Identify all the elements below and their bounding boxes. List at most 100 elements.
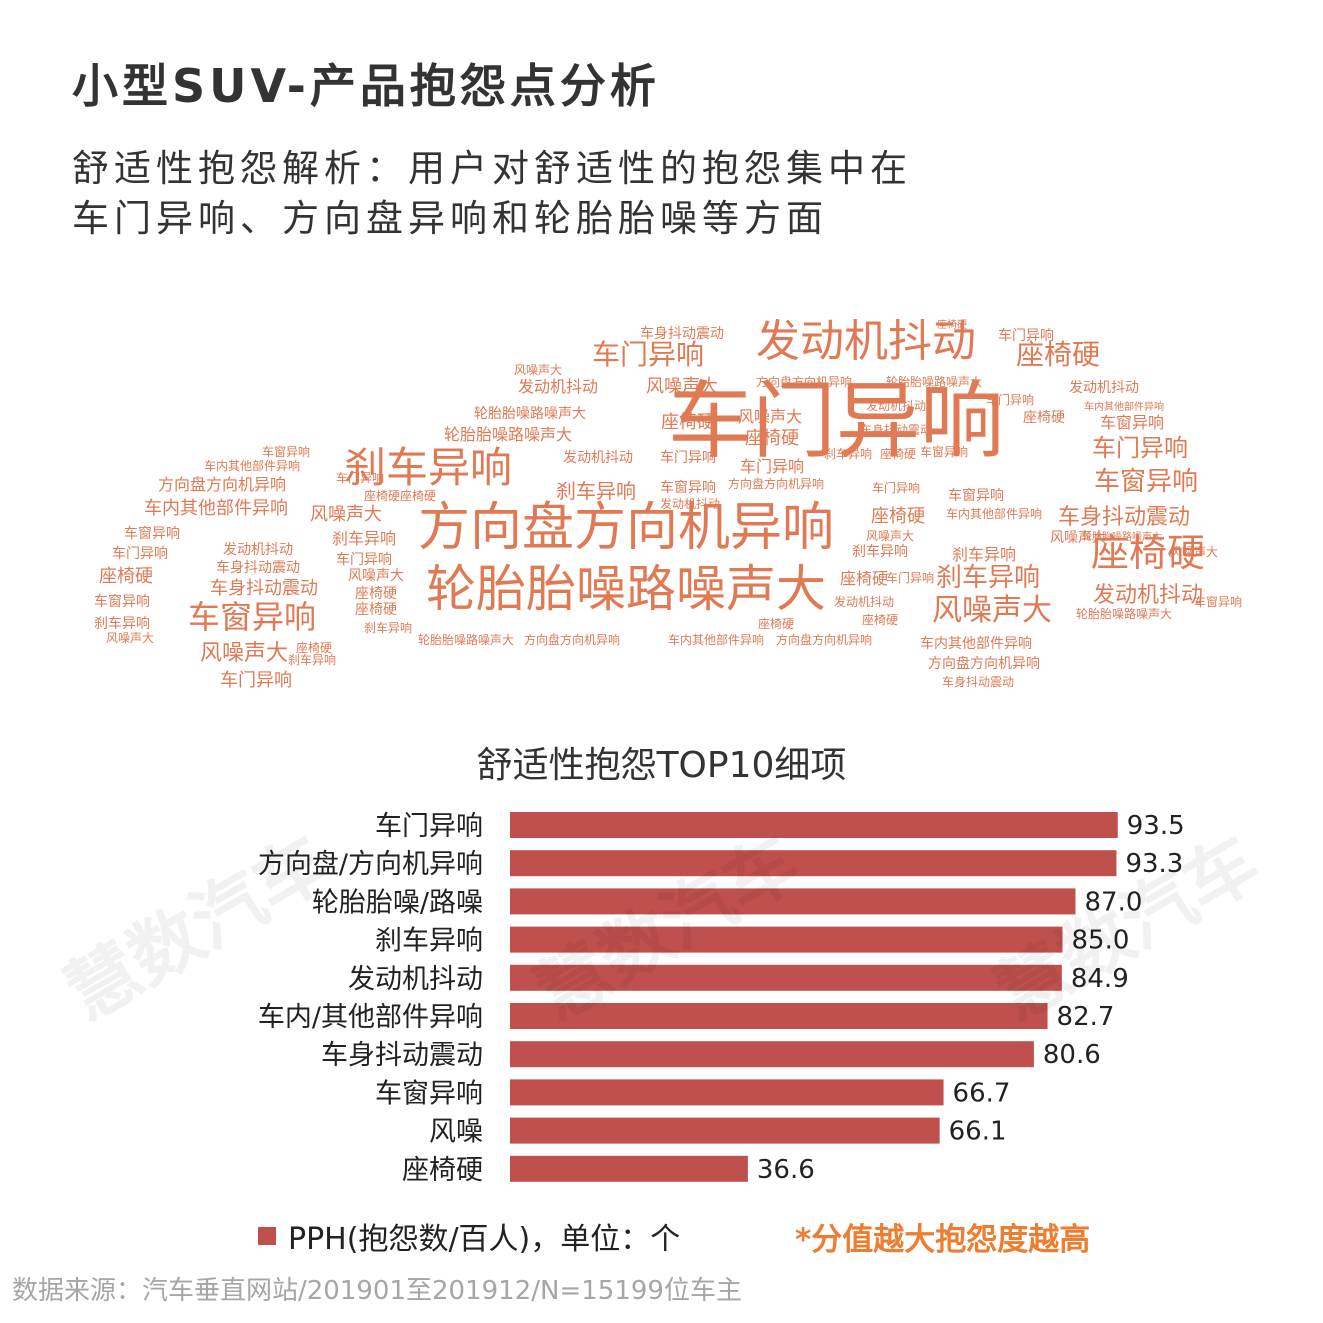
word-cloud-word: 车身抖动震动 bbox=[640, 325, 724, 342]
word-cloud-word: 座椅硬 bbox=[840, 569, 888, 588]
value-label: 66.7 bbox=[953, 1078, 1011, 1108]
word-cloud-word: 车窗异响 bbox=[660, 479, 716, 496]
legend-swatch bbox=[258, 1227, 276, 1245]
word-cloud-word: 车门异响 bbox=[336, 551, 392, 568]
word-cloud-word: 发动机抖动 bbox=[756, 316, 976, 367]
category-label: 车门异响 bbox=[375, 811, 483, 842]
subtitle-line-1: 舒适性抱怨解析：用户对舒适性的抱怨集中在 bbox=[72, 147, 912, 190]
word-cloud-word: 轮胎胎噪路噪声大 bbox=[886, 374, 982, 389]
word-cloud-word: 风噪声大 bbox=[310, 504, 382, 525]
word-cloud-word: 发动机抖动 bbox=[518, 377, 598, 396]
word-cloud-word: 座椅硬 bbox=[880, 446, 916, 461]
category-label: 车窗异响 bbox=[375, 1078, 483, 1109]
word-cloud-word: 方向盘方向机异响 bbox=[776, 632, 872, 647]
word-cloud-word: 方向盘方向机异响 bbox=[756, 374, 852, 389]
word-cloud-word: 发动机抖动 bbox=[563, 450, 633, 466]
word-cloud-word: 车内其他部件异响 bbox=[144, 498, 288, 519]
word-cloud-word: 座椅硬 bbox=[862, 612, 898, 627]
value-label: 85.0 bbox=[1072, 926, 1130, 956]
word-cloud-word: 刹车异响 bbox=[364, 620, 412, 635]
category-label: 车内/其他部件异响 bbox=[258, 1002, 483, 1033]
word-cloud-word: 刹车异响 bbox=[94, 615, 150, 632]
bar bbox=[510, 964, 1062, 991]
word-cloud-word: 风噪声大 bbox=[738, 407, 802, 426]
bar bbox=[510, 1117, 940, 1144]
word-cloud-word: 发动机抖动 bbox=[223, 542, 293, 558]
bar bbox=[510, 1003, 1048, 1029]
value-label: 36.6 bbox=[757, 1155, 815, 1185]
value-label: 87.0 bbox=[1085, 887, 1143, 917]
word-cloud-word: 车门异响 bbox=[872, 480, 920, 495]
chart-title: 舒适性抱怨TOP10细项 bbox=[476, 745, 847, 786]
word-cloud-word: 风噪声大 bbox=[646, 376, 718, 397]
word-cloud-word: 车门异响 bbox=[112, 545, 168, 562]
bar bbox=[510, 812, 1118, 838]
word-cloud-word: 轮胎胎噪路噪声大 bbox=[426, 560, 826, 618]
word-cloud-word: 座椅硬 bbox=[871, 506, 925, 527]
word-cloud-word: 方向盘方向机异响 bbox=[928, 655, 1040, 672]
category-label: 座椅硬 bbox=[402, 1155, 483, 1186]
word-cloud-word: 座椅硬 bbox=[364, 488, 400, 503]
word-cloud-word: 车身抖动震动 bbox=[1058, 505, 1190, 530]
word-cloud-word: 车窗异响 bbox=[262, 444, 310, 459]
word-cloud-word: 方向盘方向机异响 bbox=[728, 476, 824, 491]
word-cloud-word: 风噪声大 bbox=[514, 363, 562, 377]
word-cloud-word: 轮胎胎噪路噪声大 bbox=[474, 406, 586, 422]
value-label: 82.7 bbox=[1057, 1002, 1115, 1032]
category-label: 风噪 bbox=[429, 1117, 483, 1148]
word-cloud-word: 风噪声大 bbox=[866, 529, 914, 543]
bar bbox=[510, 1079, 944, 1106]
word-cloud-word: 轮胎胎噪路噪声大 bbox=[418, 632, 514, 647]
word-cloud-word: 车窗异响 bbox=[1094, 467, 1198, 497]
word-cloud-word: 刹车异响 bbox=[332, 529, 396, 548]
word-cloud-word: 座椅硬 bbox=[937, 318, 967, 331]
word-cloud-word: 发动机抖动 bbox=[834, 594, 894, 609]
value-label: 80.6 bbox=[1043, 1040, 1101, 1070]
value-label: 66.1 bbox=[949, 1117, 1007, 1147]
word-cloud-word: 车内其他部件异响 bbox=[946, 506, 1042, 521]
word-cloud-word: 车门异响 bbox=[660, 449, 716, 466]
bar bbox=[510, 926, 1063, 953]
word-cloud-word: 座椅硬 bbox=[296, 640, 332, 655]
value-label: 84.9 bbox=[1071, 964, 1129, 994]
word-cloud-word: 车门异响 bbox=[998, 327, 1054, 344]
word-cloud-word: 风噪声大 bbox=[932, 593, 1052, 628]
word-cloud-word: 座椅硬 bbox=[400, 488, 436, 503]
word-cloud-word: 车窗异响 bbox=[948, 487, 1004, 504]
word-cloud-word: 风噪声大 bbox=[348, 568, 404, 584]
word-cloud-word: 车门异响 bbox=[1092, 434, 1188, 462]
category-label: 方向盘/方向机异响 bbox=[258, 849, 483, 880]
word-cloud-word: 车内其他部件异响 bbox=[920, 635, 1032, 652]
word-cloud-word: 车门异响 bbox=[592, 338, 704, 371]
word-cloud-word: 方向盘方向机异响 bbox=[418, 498, 834, 558]
word-cloud-word: 刹车异响 bbox=[952, 545, 1016, 564]
word-cloud-word: 轮胎胎噪路噪声大 bbox=[1076, 606, 1172, 621]
word-cloud-word: 座椅硬 bbox=[661, 412, 715, 433]
word-cloud-word: 轮胎胎噪路噪声大 bbox=[1082, 530, 1162, 543]
page-title: 小型SUV-产品抱怨点分析 bbox=[72, 59, 660, 113]
word-cloud-word: 车内其他部件异响 bbox=[1084, 400, 1164, 413]
word-cloud-word: 车门异响 bbox=[668, 372, 1004, 470]
word-cloud-word: 轮胎胎噪路噪声大 bbox=[444, 425, 572, 444]
word-cloud-word: 车窗异响 bbox=[188, 598, 316, 636]
word-cloud-word: 车门异响 bbox=[886, 570, 934, 585]
value-label: 93.3 bbox=[1125, 849, 1183, 879]
word-cloud-word: 车身抖动震动 bbox=[942, 674, 1014, 689]
word-cloud-word: 车内其他部件异响 bbox=[204, 458, 300, 473]
word-cloud-word: 刹车异响 bbox=[936, 563, 1040, 593]
word-cloud-word: 车窗异响 bbox=[94, 593, 150, 610]
legend: PPH(抱怨数/百人)，单位：个 bbox=[258, 1216, 680, 1257]
word-cloud-word: 发动机抖动 bbox=[1093, 583, 1203, 608]
bar bbox=[510, 1041, 1034, 1068]
category-label: 刹车异响 bbox=[375, 926, 483, 957]
chart-note: *分值越大抱怨度越高 bbox=[795, 1222, 1091, 1258]
bar bbox=[510, 850, 1117, 877]
word-cloud-word: 刹车异响 bbox=[824, 446, 872, 461]
word-cloud-word: 车窗异响 bbox=[1194, 594, 1242, 609]
word-cloud-word: 车门异响 bbox=[336, 470, 384, 485]
word-cloud-word: 座椅硬 bbox=[99, 566, 153, 587]
word-cloud-word: 车身抖动震动 bbox=[210, 578, 318, 599]
word-cloud-word: 座椅硬 bbox=[355, 586, 397, 602]
